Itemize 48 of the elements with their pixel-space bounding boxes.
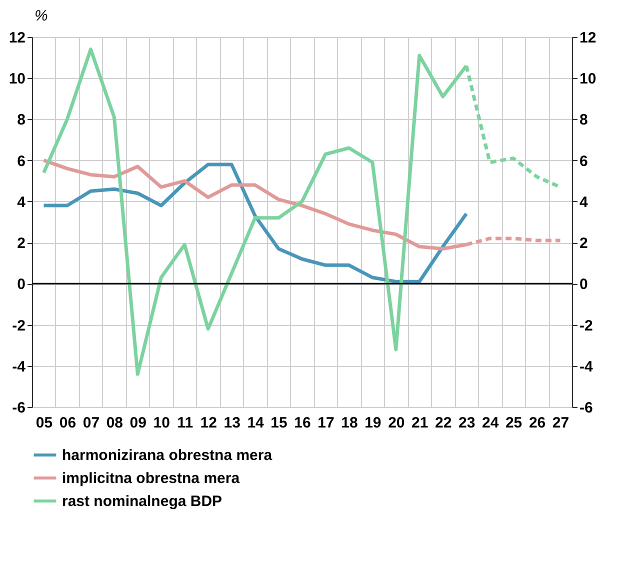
x-tick-label: 07 xyxy=(82,414,100,432)
line-series xyxy=(42,162,468,284)
x-tick-label: 14 xyxy=(247,414,265,432)
y-tick-label: 0 xyxy=(17,276,26,294)
y2-tick-label: 2 xyxy=(580,235,588,252)
x-tick-label: 13 xyxy=(224,414,240,432)
x-tick-label: 17 xyxy=(318,414,334,432)
x-tick-label: 06 xyxy=(59,414,76,432)
x-tick-label: 20 xyxy=(388,414,405,432)
x-tick-label: 27 xyxy=(552,414,570,432)
y-tick-label: 8 xyxy=(17,112,26,129)
y2-tick-label: 0 xyxy=(580,276,588,294)
x-tick-label: 23 xyxy=(458,414,476,432)
y-tick-label: -2 xyxy=(12,317,26,334)
legend-label: harmonizirana obrestna mera xyxy=(62,447,273,464)
y-axis-title: % xyxy=(34,8,48,24)
y2-tick-label: -2 xyxy=(580,317,593,334)
y-tick-label: 2 xyxy=(17,235,26,252)
y2-tick-label: -4 xyxy=(580,358,594,376)
x-tick-label: 19 xyxy=(364,414,382,432)
y2-tick-label: 10 xyxy=(580,70,596,88)
y-tick-label: 6 xyxy=(17,152,26,170)
x-tick-label: 15 xyxy=(270,414,288,432)
y2-tick-label: 4 xyxy=(580,194,588,211)
y-tick-label: 12 xyxy=(8,30,26,46)
y2-tick-label: 8 xyxy=(580,112,588,129)
legend-label: rast nominalnega BDP xyxy=(62,493,222,510)
x-tick-label: 16 xyxy=(294,414,311,432)
y2-tick-label: 12 xyxy=(580,30,596,46)
y-tick-label: -6 xyxy=(12,400,26,416)
x-tick-label: 05 xyxy=(36,414,53,432)
x-tick-label: 11 xyxy=(177,414,194,432)
y-tick-label: -4 xyxy=(12,358,26,376)
x-tick-label: 25 xyxy=(505,414,522,432)
x-tick-label: 24 xyxy=(482,414,500,432)
y-tick-label: 4 xyxy=(17,194,26,211)
x-tick-label: 10 xyxy=(153,414,170,432)
x-tick-label: 09 xyxy=(130,414,146,432)
y2-tick-label: 6 xyxy=(580,152,588,170)
y-tick-label: 10 xyxy=(8,70,26,88)
x-tick-label: 21 xyxy=(412,414,428,432)
x-tick-label: 22 xyxy=(435,414,452,432)
x-tick-label: 26 xyxy=(528,414,546,432)
legend-label: implicitna obrestna mera xyxy=(62,470,240,487)
y2-tick-label: -6 xyxy=(580,400,593,416)
x-tick-label: 18 xyxy=(341,414,358,432)
x-tick-label: 12 xyxy=(200,414,217,432)
x-tick-label: 08 xyxy=(106,414,124,432)
